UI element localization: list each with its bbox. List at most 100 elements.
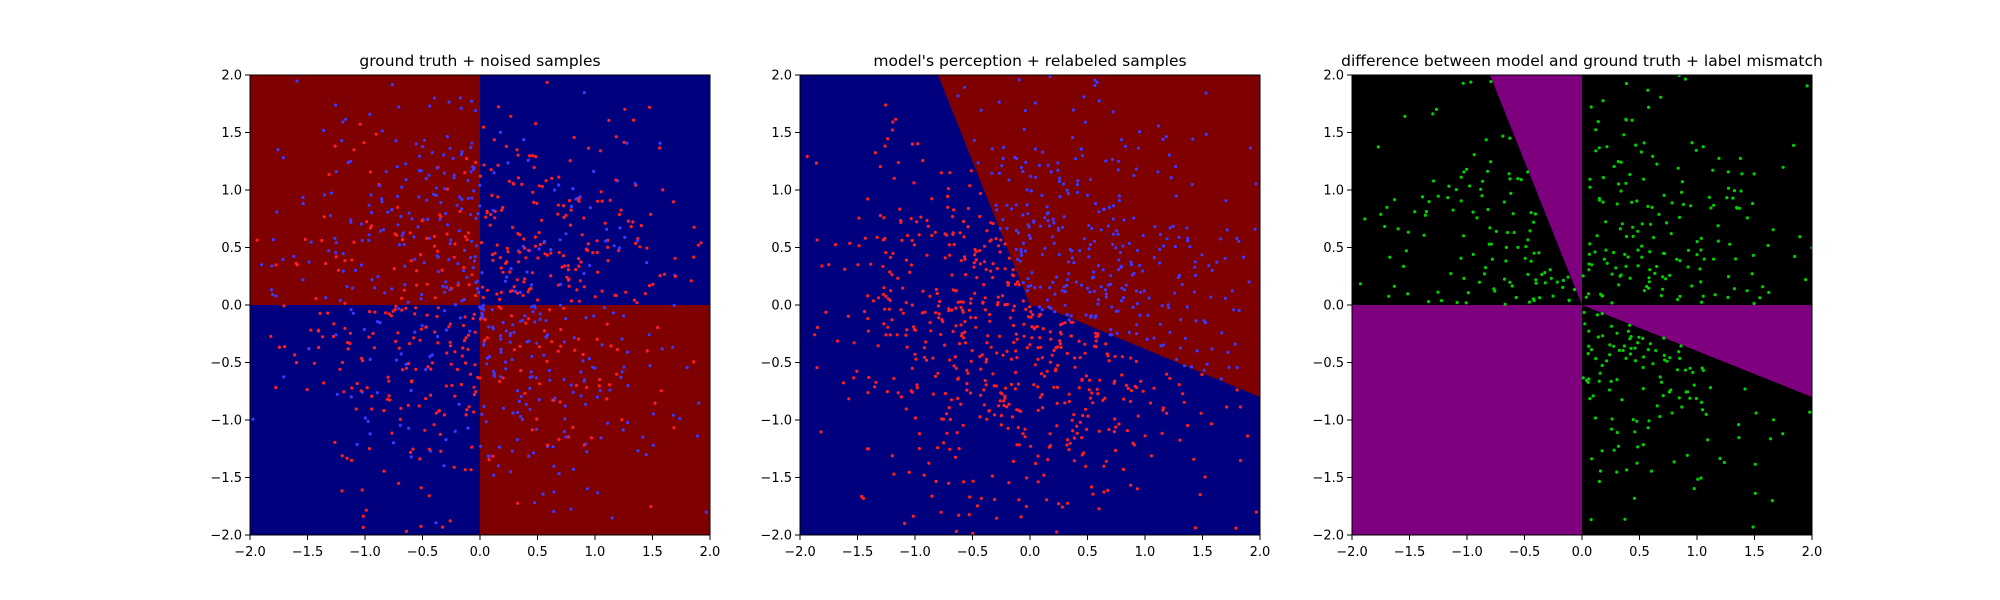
- data-point: [470, 445, 474, 449]
- data-point: [1010, 415, 1015, 419]
- data-point: [1021, 169, 1025, 174]
- data-point: [1019, 409, 1023, 413]
- data-point: [523, 314, 527, 318]
- data-point: [336, 268, 341, 272]
- data-point: [1480, 194, 1484, 198]
- data-point: [1098, 378, 1102, 382]
- data-point: [1698, 267, 1702, 271]
- data-point: [626, 420, 630, 425]
- data-point: [1538, 296, 1542, 300]
- data-point: [436, 306, 440, 310]
- data-point: [1117, 199, 1122, 203]
- data-point: [1069, 314, 1073, 318]
- x-tick-label: −1.0: [349, 545, 381, 560]
- data-point: [1069, 334, 1073, 338]
- data-point: [403, 264, 407, 268]
- data-point: [577, 264, 581, 268]
- data-point: [1686, 390, 1690, 394]
- data-point: [1594, 149, 1598, 153]
- data-point: [1690, 141, 1694, 145]
- data-point: [574, 267, 578, 272]
- data-point: [910, 238, 914, 243]
- data-point: [404, 162, 408, 166]
- data-point: [935, 291, 939, 296]
- data-point: [913, 416, 918, 420]
- data-point: [455, 367, 460, 372]
- data-point: [1695, 253, 1699, 257]
- data-point: [518, 344, 522, 348]
- data-point: [881, 238, 886, 242]
- data-point: [699, 241, 703, 245]
- data-point: [492, 370, 496, 374]
- data-point: [578, 279, 582, 283]
- data-point: [1596, 120, 1600, 124]
- data-point: [876, 344, 880, 348]
- data-point: [1090, 226, 1094, 231]
- data-point: [600, 343, 604, 347]
- data-point: [1647, 280, 1651, 284]
- data-point: [465, 238, 469, 242]
- data-point: [873, 385, 877, 389]
- data-point: [387, 379, 391, 383]
- data-point: [1402, 264, 1406, 268]
- data-point: [1404, 249, 1408, 253]
- data-point: [399, 352, 403, 356]
- data-point: [1586, 292, 1591, 296]
- data-point: [1540, 272, 1544, 277]
- data-point: [442, 290, 447, 294]
- data-point: [1626, 329, 1630, 333]
- data-point: [962, 336, 966, 340]
- data-point: [479, 241, 484, 245]
- data-point: [1761, 285, 1765, 289]
- data-point: [499, 350, 503, 354]
- data-point: [963, 257, 967, 261]
- data-point: [1091, 401, 1095, 405]
- data-point: [814, 161, 819, 165]
- data-point: [1028, 174, 1032, 178]
- data-point: [1042, 473, 1046, 477]
- data-point: [1022, 127, 1026, 131]
- data-point: [1109, 273, 1113, 278]
- data-point: [1143, 434, 1147, 438]
- data-point: [301, 201, 305, 206]
- data-point: [301, 195, 305, 199]
- x-tick-label: 2.0: [1802, 545, 1823, 560]
- data-point: [434, 521, 438, 525]
- y-tick-label: 1.5: [771, 126, 792, 141]
- data-point: [1413, 210, 1417, 214]
- data-point: [1191, 137, 1195, 141]
- data-point: [1041, 150, 1045, 154]
- data-point: [384, 170, 388, 174]
- data-point: [507, 179, 511, 183]
- data-point: [345, 456, 349, 460]
- data-point: [448, 340, 452, 344]
- data-point: [1111, 242, 1115, 247]
- data-point: [415, 283, 419, 287]
- data-point: [1079, 147, 1083, 151]
- data-point: [1601, 176, 1605, 180]
- data-point: [1462, 170, 1466, 174]
- data-point: [595, 250, 599, 255]
- data-point: [1484, 266, 1488, 270]
- data-point: [1661, 287, 1665, 291]
- data-point: [562, 215, 566, 219]
- data-point: [1024, 307, 1028, 311]
- data-point: [500, 208, 504, 212]
- data-point: [671, 413, 675, 417]
- data-point: [522, 138, 526, 142]
- data-point: [491, 208, 495, 212]
- data-point: [1743, 387, 1747, 391]
- data-point: [478, 174, 482, 178]
- data-point: [1053, 310, 1057, 314]
- data-point: [1063, 303, 1067, 307]
- data-point: [408, 342, 412, 346]
- data-point: [615, 372, 619, 376]
- data-point: [434, 193, 438, 197]
- y-tick-label: −0.5: [210, 356, 242, 371]
- data-point: [1070, 256, 1075, 260]
- y-tick-label: 0.5: [1323, 241, 1344, 256]
- data-point: [1426, 300, 1431, 304]
- data-point: [1661, 275, 1665, 279]
- data-point: [988, 319, 992, 323]
- data-point: [1056, 345, 1060, 349]
